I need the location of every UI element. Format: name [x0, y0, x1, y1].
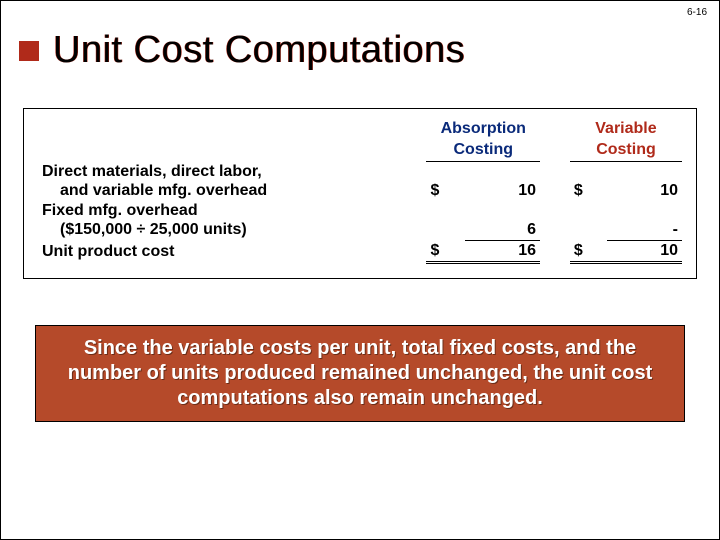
total-abs-val: 16: [465, 240, 540, 262]
callout-box: Since the variable costs per unit, total…: [35, 325, 685, 422]
fixed-var-val: -: [607, 220, 682, 241]
accent-square: [19, 41, 39, 61]
table-row: Direct materials, direct labor,: [38, 162, 682, 181]
page-title: Unit Cost Computations: [53, 29, 465, 72]
direct-abs-val: 10: [465, 181, 540, 201]
table-row: Unit product cost $ 16 $ 10: [38, 240, 682, 262]
cost-table-wrapper: Absorption Variable Costing Costing Dire…: [23, 108, 697, 279]
direct-var-sym: $: [570, 181, 607, 201]
total-abs-sym: $: [426, 240, 465, 262]
table-row: Fixed mfg. overhead: [38, 201, 682, 220]
direct-abs-sym: $: [426, 181, 465, 201]
table-row: and variable mfg. overhead $ 10 $ 10: [38, 181, 682, 201]
cost-table: Absorption Variable Costing Costing Dire…: [38, 119, 682, 264]
absorption-header-2: Costing: [426, 140, 540, 162]
fixed-label-1: Fixed mfg. overhead: [38, 201, 426, 220]
total-var-val: 10: [607, 240, 682, 262]
direct-var-val: 10: [607, 181, 682, 201]
direct-label-1: Direct materials, direct labor,: [38, 162, 426, 181]
title-row: Unit Cost Computations: [19, 29, 719, 72]
unit-cost-label: Unit product cost: [38, 240, 426, 262]
page-number: 6-16: [687, 7, 707, 18]
total-var-sym: $: [570, 240, 607, 262]
table-row: ($150,000 ÷ 25,000 units) 6 -: [38, 220, 682, 241]
absorption-header-1: Absorption: [426, 119, 540, 140]
direct-label-2: and variable mfg. overhead: [38, 181, 426, 201]
variable-header-1: Variable: [570, 119, 682, 140]
table-header-row-1: Absorption Variable: [38, 119, 682, 140]
fixed-abs-val: 6: [465, 220, 540, 241]
variable-header-2: Costing: [570, 140, 682, 162]
table-header-row-2: Costing Costing: [38, 140, 682, 162]
fixed-label-2: ($150,000 ÷ 25,000 units): [38, 220, 426, 241]
